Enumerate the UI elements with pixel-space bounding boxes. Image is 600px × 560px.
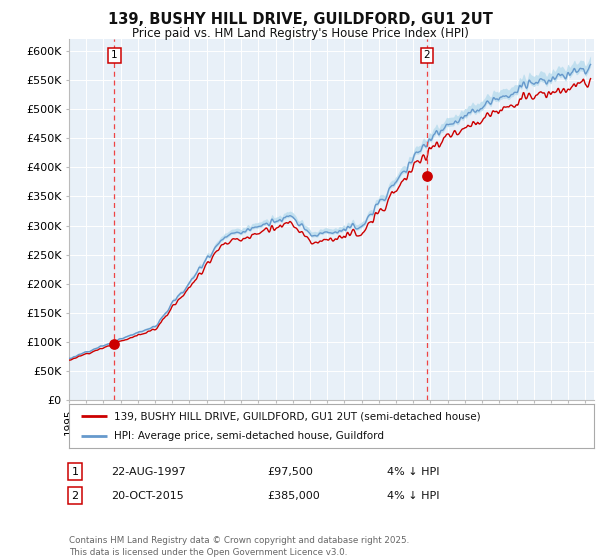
Text: 139, BUSHY HILL DRIVE, GUILDFORD, GU1 2UT: 139, BUSHY HILL DRIVE, GUILDFORD, GU1 2U… <box>107 12 493 27</box>
Text: 2: 2 <box>71 491 79 501</box>
Text: 139, BUSHY HILL DRIVE, GUILDFORD, GU1 2UT (semi-detached house): 139, BUSHY HILL DRIVE, GUILDFORD, GU1 2U… <box>113 411 480 421</box>
Text: Contains HM Land Registry data © Crown copyright and database right 2025.
This d: Contains HM Land Registry data © Crown c… <box>69 536 409 557</box>
Text: £385,000: £385,000 <box>267 491 320 501</box>
Point <box>110 339 119 348</box>
Point <box>422 171 432 180</box>
Text: 22-AUG-1997: 22-AUG-1997 <box>111 466 186 477</box>
Text: Price paid vs. HM Land Registry's House Price Index (HPI): Price paid vs. HM Land Registry's House … <box>131 27 469 40</box>
Text: HPI: Average price, semi-detached house, Guildford: HPI: Average price, semi-detached house,… <box>113 431 383 441</box>
Text: 1: 1 <box>71 466 79 477</box>
Text: 2: 2 <box>424 50 430 60</box>
Text: 20-OCT-2015: 20-OCT-2015 <box>111 491 184 501</box>
Text: 4% ↓ HPI: 4% ↓ HPI <box>387 491 439 501</box>
Text: £97,500: £97,500 <box>267 466 313 477</box>
Text: 4% ↓ HPI: 4% ↓ HPI <box>387 466 439 477</box>
Text: 1: 1 <box>111 50 118 60</box>
